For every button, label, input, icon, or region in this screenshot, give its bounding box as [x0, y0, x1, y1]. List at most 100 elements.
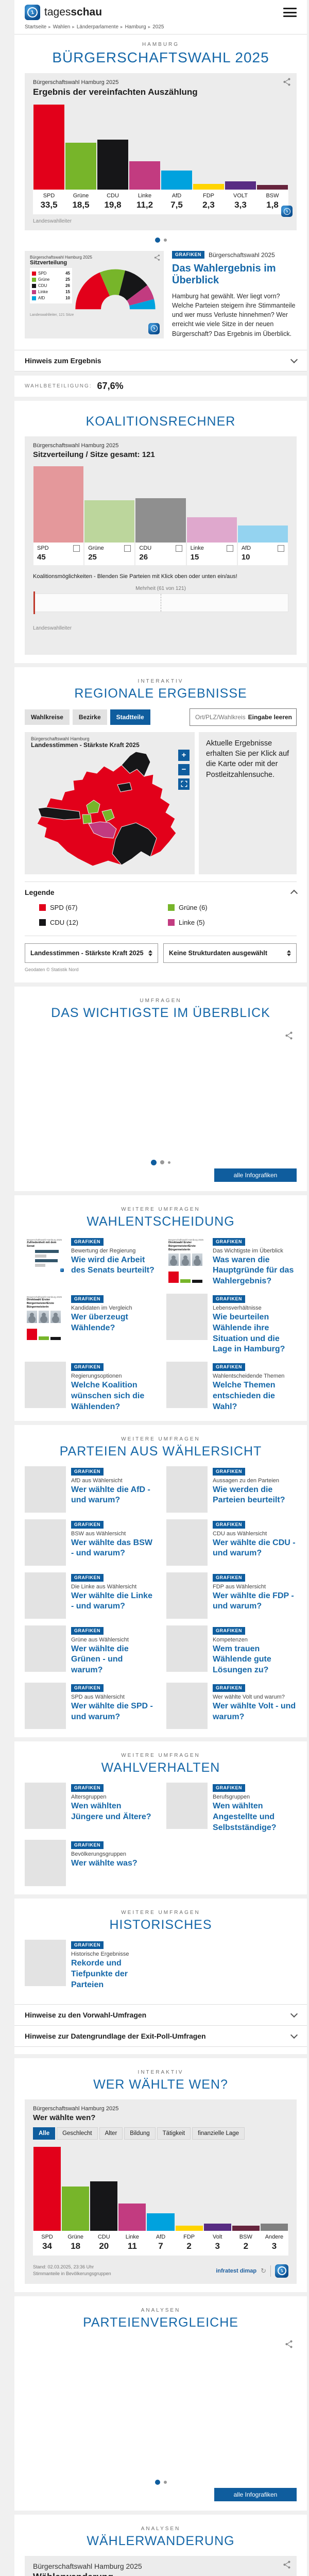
teaser-headline[interactable]: Wen wählten Jüngere und Ältere? [71, 1801, 151, 1821]
hamburg-map[interactable] [31, 751, 187, 870]
bar-label: SPD 45 [33, 542, 84, 565]
teaser-headline[interactable]: Wer wählte die SPD - und warum? [71, 1701, 153, 1721]
filter-tab-alle[interactable]: Alle [33, 2127, 56, 2140]
teaser-headline[interactable]: Wen wählten Angestellte und Selbstständi… [213, 1801, 277, 1832]
filter-tab-finanzielle-lage[interactable]: finanzielle Lage [192, 2127, 245, 2140]
teaser-thumbnail[interactable] [166, 1572, 208, 1619]
party-checkbox-cdu[interactable] [175, 545, 182, 552]
share-icon[interactable] [284, 2340, 294, 2349]
bar-column-bsw: BSW 2 [231, 2225, 260, 2256]
teaser-thumbnail[interactable] [166, 1782, 208, 1829]
tab-bezirke[interactable]: Bezirke [72, 709, 107, 725]
share-icon[interactable] [282, 77, 291, 87]
alle-infografiken-button[interactable]: alle Infografiken [214, 2487, 297, 2501]
teaser-headline[interactable]: Wer wählte die AfD - und warum? [71, 1485, 150, 1505]
teaser-headline[interactable]: Wer wählte die CDU - und warum? [213, 1538, 296, 1558]
teaser-headline[interactable]: Wer wählte was? [71, 1859, 138, 1868]
teaser-thumbnail[interactable] [166, 1466, 208, 1513]
seat-chart-card[interactable]: Bürgerschaftswahl Hamburg 2025 Sitzverte… [25, 251, 164, 338]
teaser-thumbnail[interactable] [166, 1682, 208, 1729]
carousel-dot[interactable] [154, 2479, 160, 2485]
teaser-thumbnail[interactable]: Bürgerschaftswahl Hamburg 2025 Zufriedenh… [25, 1236, 66, 1283]
zoom-out-button[interactable]: − [178, 764, 190, 775]
bar-spd[interactable] [33, 466, 84, 543]
search-input[interactable] [194, 713, 248, 721]
teaser-thumbnail[interactable] [166, 1625, 208, 1672]
party-checkbox-spd[interactable] [73, 545, 80, 552]
teaser-thumbnail[interactable] [25, 1782, 66, 1829]
majority-band [33, 591, 288, 614]
teaser-thumbnail[interactable] [25, 1519, 66, 1566]
carousel-dot[interactable] [160, 1160, 164, 1165]
filter-tab-geschlecht[interactable]: Geschlecht [57, 2127, 98, 2140]
teaser-thumbnail[interactable] [25, 1682, 66, 1729]
teaser-headline[interactable]: Wie beurteilen Wählende ihre Situation u… [213, 1313, 285, 1354]
teaser-headline[interactable]: Wer wählte Volt - und warum? [213, 1701, 296, 1721]
teaser-headline[interactable]: Was waren die Hauptgründe für das Wahler… [213, 1255, 294, 1286]
structure-data-select[interactable]: Keine Strukturdaten ausgewählt [163, 943, 297, 963]
carousel-dot[interactable] [168, 1161, 170, 1164]
share-icon[interactable] [284, 1031, 294, 1040]
teaser-headline[interactable]: Wem trauen Wählende gute Lösungen zu? [213, 1644, 271, 1675]
accordion-exit-poll[interactable]: Hinweise zur Datengrundlage der Exit-Pol… [14, 2025, 307, 2047]
teaser-thumbnail[interactable]: Bürgerschaftswahl Hamburg 2025 Direktwahl… [25, 1294, 66, 1341]
bar-label: CDU 26 [135, 542, 186, 565]
bar-afd[interactable] [237, 525, 288, 543]
teaser-headline[interactable]: Wie wird die Arbeit des Senats beurteilt… [71, 1255, 154, 1275]
bar-cdu[interactable] [135, 498, 186, 543]
carousel-dot[interactable] [151, 1159, 157, 1165]
teaser-thumbnail[interactable] [25, 1466, 66, 1513]
breadcrumb-item[interactable]: 2025 [152, 24, 164, 30]
teaser-headline[interactable]: Wer wählte die FDP - und warum? [213, 1591, 294, 1611]
party-checkbox-grüne[interactable] [124, 545, 131, 552]
carousel-dot[interactable] [163, 239, 167, 242]
carousel-dot[interactable] [163, 2480, 167, 2484]
teaser-headline[interactable]: Wer überzeugt Wählende? [71, 1313, 128, 1332]
teaser-thumbnail[interactable] [25, 1625, 66, 1672]
teaser-thumbnail[interactable]: Bürgerschaftswahl Hamburg 2025 Direktwahl… [166, 1236, 208, 1283]
party-checkbox-afd[interactable] [278, 545, 285, 552]
teaser-thumbnail[interactable] [166, 1294, 208, 1341]
carousel-dot[interactable] [154, 238, 160, 243]
breadcrumb-item[interactable]: Startseite [25, 24, 47, 30]
clear-input-button[interactable]: Eingabe leeren [248, 713, 292, 721]
overview-headline[interactable]: Das Wahlergebnis im Überblick [172, 263, 276, 286]
party-checkbox-linke[interactable] [226, 545, 233, 552]
teaser-headline[interactable]: Welche Koalition wünschen sich die Wähle… [71, 1381, 145, 1411]
bar-grüne[interactable] [84, 500, 135, 543]
filter-tab-tätigkeit[interactable]: Tätigkeit [157, 2127, 191, 2140]
legend-accordion[interactable]: Legende [25, 882, 298, 903]
bar-linke[interactable] [186, 517, 237, 543]
breadcrumb-item[interactable]: Wahlen [53, 24, 71, 30]
zoom-in-button[interactable]: + [178, 749, 190, 761]
tab-stadtteile[interactable]: Stadtteile [110, 709, 150, 725]
teaser-thumbnail[interactable] [25, 1940, 66, 1987]
teaser-headline[interactable]: Wie werden die Parteien beurteilt? [213, 1485, 285, 1505]
teaser-headline[interactable]: Wer wählte die Linke - und warum? [71, 1591, 152, 1611]
zoom-reset-button[interactable] [178, 778, 190, 790]
breadcrumb-item[interactable]: Länderparlamente [76, 24, 119, 30]
overview-kicker: Bürgerschaftswahl 2025 [209, 251, 275, 259]
teaser-thumbnail[interactable] [25, 1572, 66, 1619]
share-icon[interactable] [153, 254, 161, 261]
teaser-thumbnail[interactable] [166, 1519, 208, 1566]
teaser-headline[interactable]: Rekorde und Tiefpunkte der Parteien [71, 1959, 128, 1989]
filter-tab-bildung[interactable]: Bildung [124, 2127, 156, 2140]
accordion-hinweis-ergebnis[interactable]: Hinweis zum Ergebnis [14, 349, 307, 371]
breadcrumb-item[interactable]: Hamburg [125, 24, 146, 30]
tagesschau-logo[interactable]: 1 tagesschau [25, 5, 102, 20]
filter-tab-alter[interactable]: Alter [99, 2127, 123, 2140]
teaser-headline[interactable]: Wer wählte die Grünen - und warum? [71, 1644, 129, 1675]
accordion-vorwahl-umfragen[interactable]: Hinweise zu den Vorwahl-Umfragen [14, 2004, 307, 2026]
tab-wahlkreise[interactable]: Wahlkreise [25, 709, 70, 725]
teaser-headline[interactable]: Welche Themen entschieden die Wahl? [213, 1381, 276, 1411]
share-icon[interactable] [282, 2560, 291, 2569]
map-legend: SPD (67) Grüne (6) CDU (12) Linke (5) [25, 903, 297, 936]
teaser-thumbnail[interactable] [25, 1840, 66, 1887]
alle-infografiken-button[interactable]: alle Infografiken [214, 1168, 297, 1182]
teaser-headline[interactable]: Wer wählte das BSW - und warum? [71, 1538, 152, 1558]
menu-icon[interactable] [283, 8, 297, 17]
map-metric-select[interactable]: Landesstimmen - Stärkste Kraft 2025 [25, 943, 158, 963]
teaser-thumbnail[interactable] [25, 1362, 66, 1409]
teaser-thumbnail[interactable] [166, 1362, 208, 1409]
